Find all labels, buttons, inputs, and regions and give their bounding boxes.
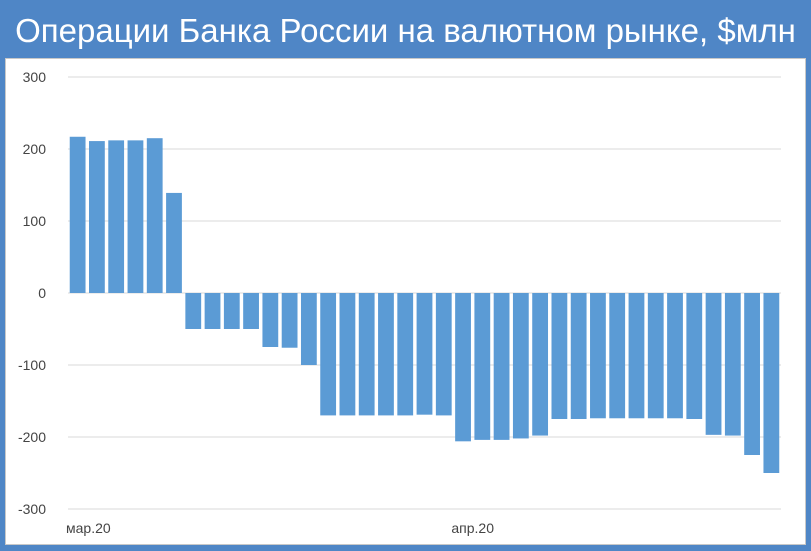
bar	[339, 293, 356, 416]
y-tick-label: 200	[23, 141, 47, 157]
bar	[262, 293, 279, 347]
bar	[763, 293, 780, 473]
bar	[243, 293, 259, 329]
bar	[89, 141, 105, 293]
bar	[435, 293, 452, 416]
bar	[705, 293, 722, 435]
bar	[512, 293, 529, 439]
y-tick-label: 0	[38, 285, 46, 301]
bar	[493, 293, 510, 440]
bar	[320, 293, 337, 416]
bar	[146, 138, 163, 293]
bar	[551, 293, 568, 419]
y-tick-label: -100	[18, 357, 46, 373]
chart-title: Операции Банка России на валютном рынке,…	[15, 12, 796, 49]
bar	[724, 293, 741, 436]
bar	[628, 293, 645, 419]
bar	[532, 293, 549, 436]
plot-area: 300 200 100 0 -100 -200 -300 мар.20 апр.20	[5, 58, 806, 545]
bar	[570, 293, 587, 419]
bar	[166, 192, 182, 293]
bar-chart: 300 200 100 0 -100 -200 -300 мар.20 апр.20	[18, 69, 781, 536]
bar	[474, 293, 491, 440]
bar	[744, 293, 760, 455]
bar	[609, 293, 626, 419]
bar	[300, 293, 317, 365]
bar	[378, 293, 394, 416]
bar	[223, 293, 240, 329]
bar	[204, 293, 221, 329]
bar	[281, 293, 298, 348]
bar	[397, 293, 414, 416]
x-tick-label: апр.20	[451, 520, 494, 536]
bar	[358, 293, 375, 416]
y-tick-label: -300	[18, 501, 46, 517]
bar	[455, 293, 471, 442]
bar	[127, 140, 144, 293]
bar	[590, 293, 606, 419]
bar	[69, 136, 86, 293]
bar	[647, 293, 664, 419]
bar	[416, 293, 433, 415]
y-tick-label: -200	[18, 429, 46, 445]
y-tick-label: 300	[23, 69, 47, 85]
y-tick-label: 100	[23, 213, 47, 229]
bar	[667, 293, 683, 419]
bar	[185, 293, 202, 329]
bar	[108, 140, 125, 293]
x-tick-label: мар.20	[66, 520, 111, 536]
bar	[686, 293, 703, 419]
